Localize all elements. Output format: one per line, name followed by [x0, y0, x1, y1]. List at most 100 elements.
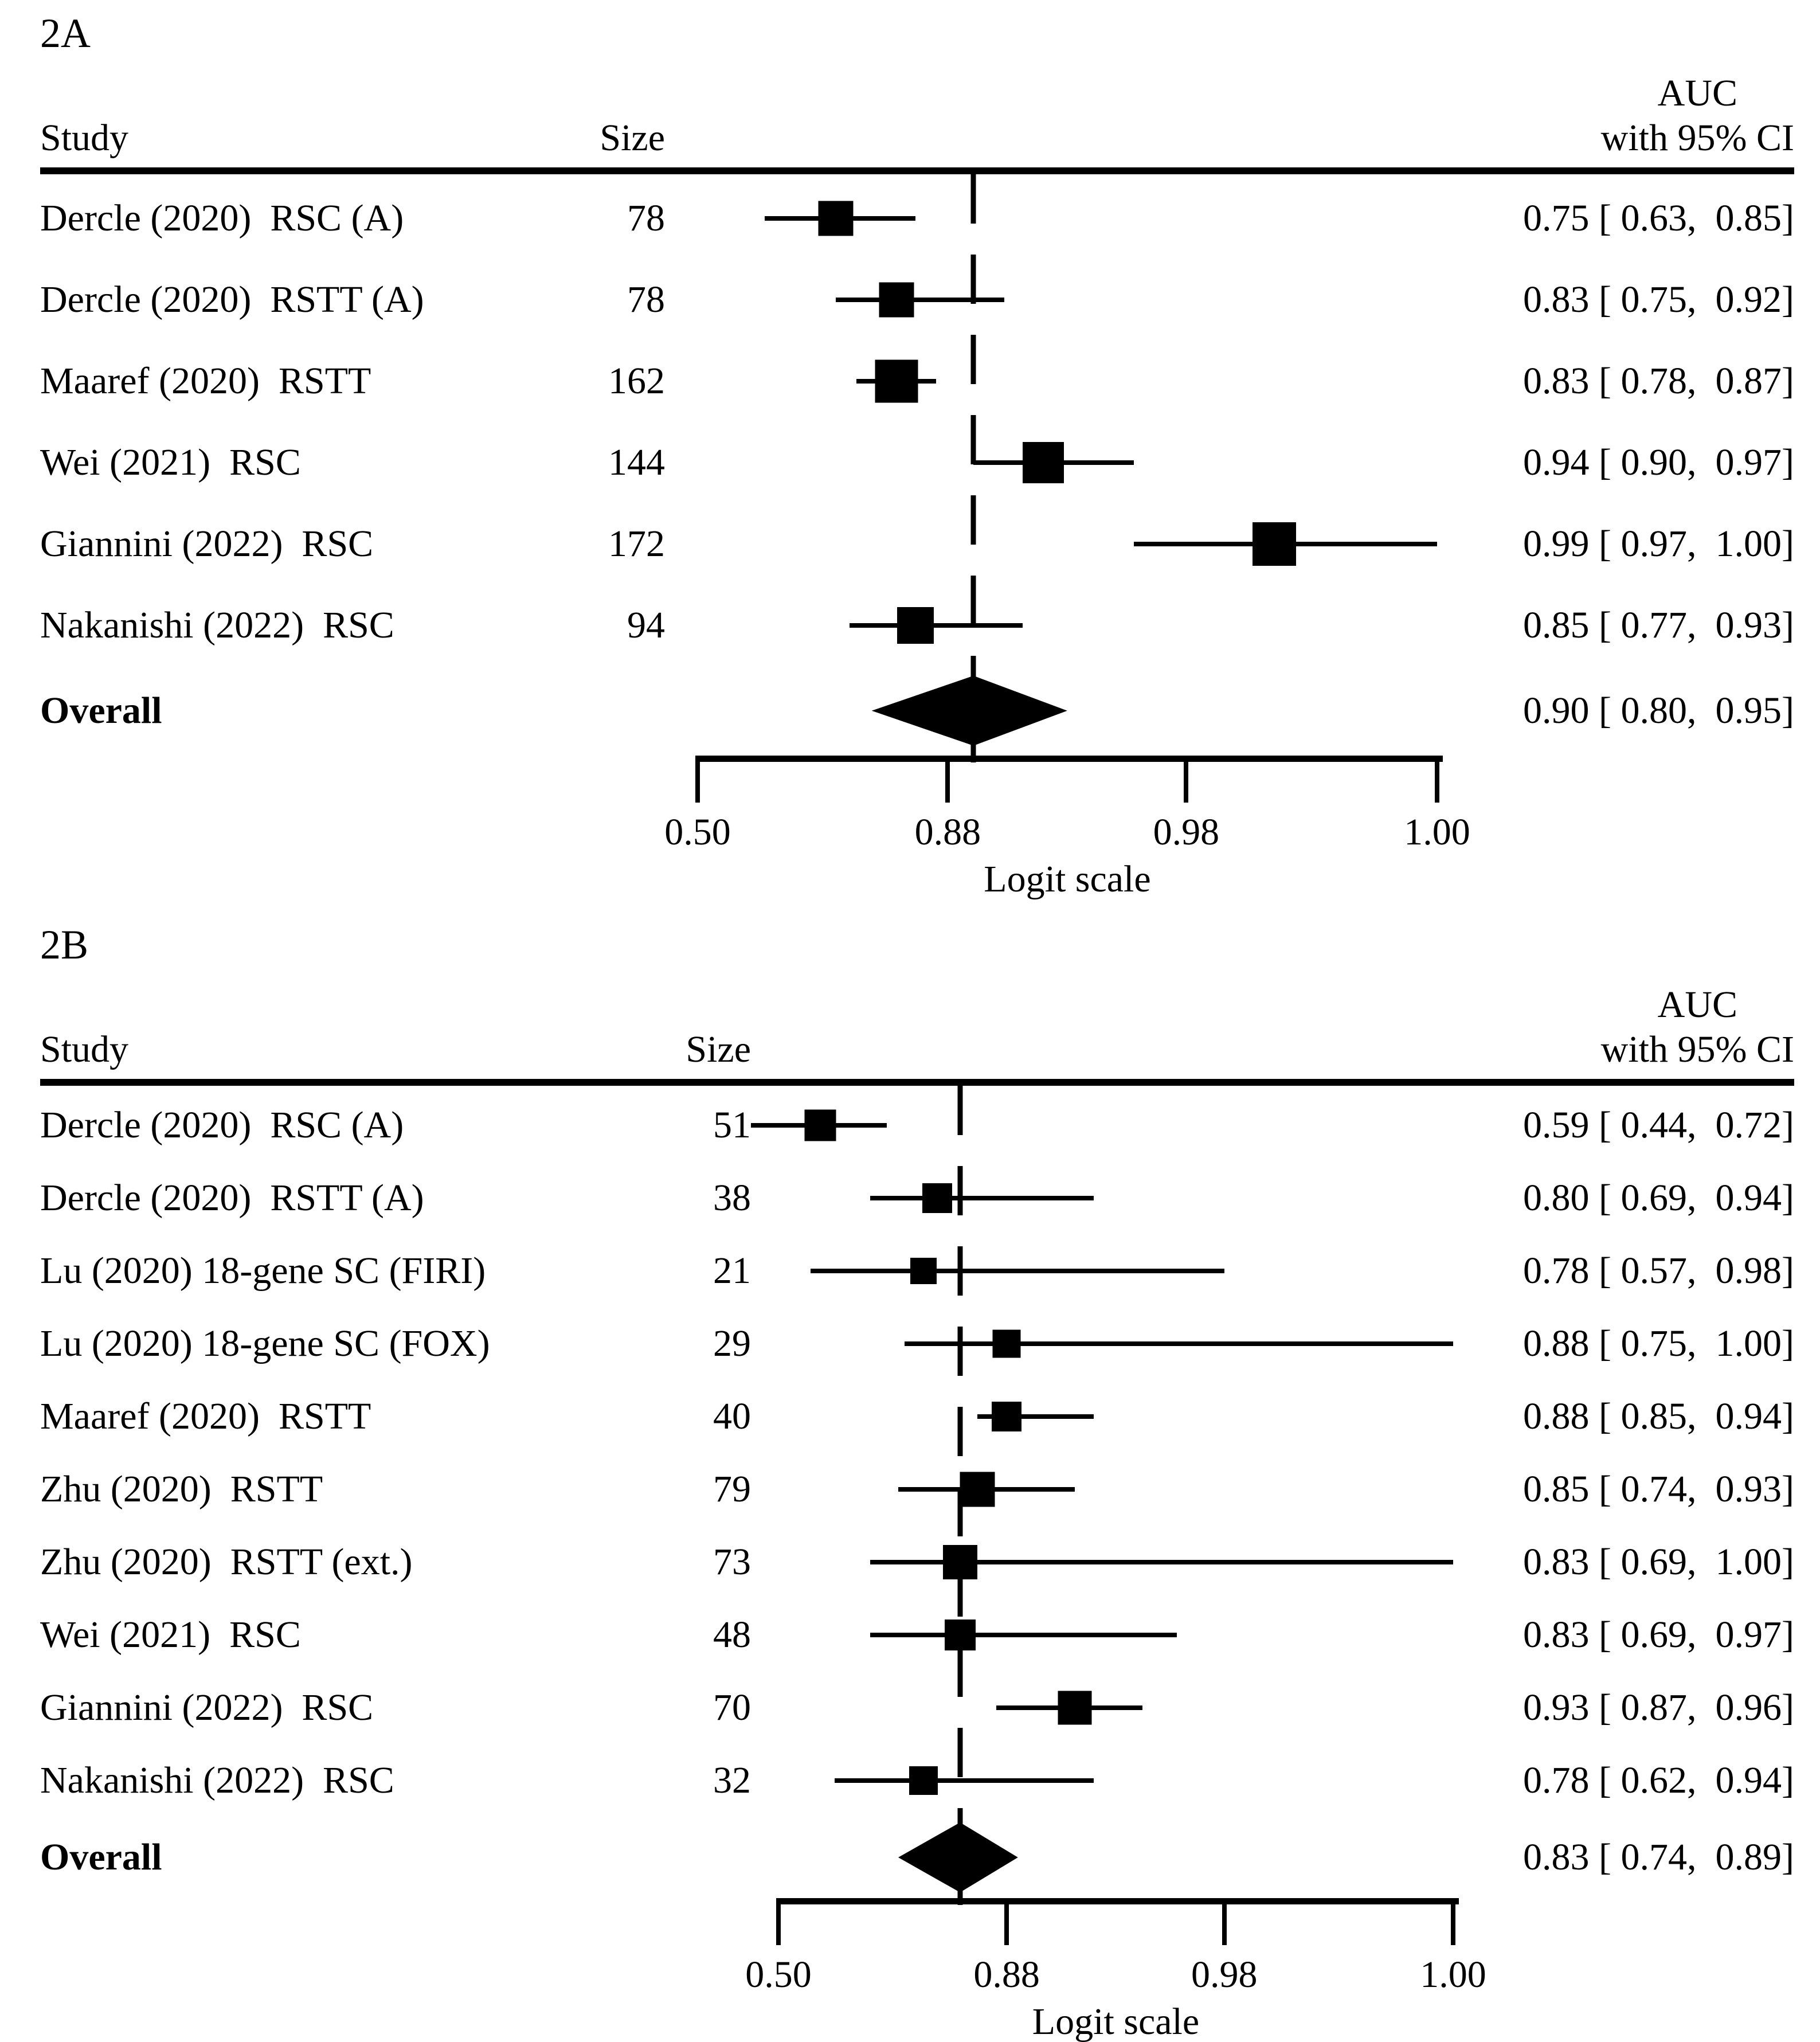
axis-tick-label: 0.88 — [914, 811, 981, 853]
study-label: Wei (2021) RSC — [40, 441, 301, 483]
ci-text: 0.94 [ 0.90, 0.97] — [1523, 441, 1794, 483]
ci-text: 0.99 [ 0.97, 1.00] — [1523, 522, 1794, 565]
ci-text: 0.75 [ 0.63, 0.85] — [1523, 197, 1794, 239]
study-row: Nakanishi (2022) RSC 94 0.85 [ 0.77, 0.93] — [40, 585, 1794, 666]
plot-cell — [750, 1089, 1453, 1162]
study-row: Dercle (2020) RSC (A) 51 0.59 [ 0.44, 0.72… — [40, 1089, 1794, 1162]
point-marker — [879, 282, 914, 318]
study-size: 51 — [713, 1104, 751, 1146]
ci-line — [834, 1778, 1094, 1783]
column-header-effect: AUC with 95% CI — [1437, 71, 1794, 161]
ci-text: 0.83 [ 0.69, 1.00] — [1523, 1541, 1794, 1583]
plot-cell — [778, 1672, 1453, 1744]
study-size: 73 — [713, 1541, 751, 1583]
point-marker — [1022, 441, 1064, 483]
column-header-size: Size — [600, 116, 665, 159]
study-label: Dercle (2020) RSC (A) — [40, 1104, 404, 1146]
point-marker — [804, 1109, 836, 1141]
plot-cell — [778, 1744, 1453, 1817]
plot-body: Dercle (2020) RSC (A) 78 0.75 [ 0.63, 0.85… — [40, 174, 1794, 900]
study-size: 162 — [608, 359, 665, 402]
point-marker — [922, 1183, 953, 1213]
column-header-effect: AUC with 95% CI — [1453, 983, 1794, 1072]
study-row: Maaref (2020) RSTT 162 0.83 [ 0.78, 0.87] — [40, 341, 1794, 422]
axis-tick-label: 0.50 — [664, 811, 731, 853]
ci-text: 0.83 [ 0.74, 0.89] — [1523, 1836, 1794, 1878]
study-label: Zhu (2020) RSTT (ext.) — [40, 1541, 413, 1583]
axis-tick — [776, 1898, 781, 1945]
plot-cell — [778, 1526, 1453, 1599]
study-row: Lu (2020) 18-gene SC (FOX) 29 0.88 [ 0.75,… — [40, 1308, 1794, 1380]
study-size: 40 — [713, 1395, 751, 1437]
ci-text: 0.80 [ 0.69, 0.94] — [1523, 1177, 1794, 1219]
rows: Dercle (2020) RSC (A) 51 0.59 [ 0.44, 0.72… — [40, 1086, 1794, 1898]
column-header-row: Study Size AUC with 95% CI — [40, 71, 1794, 161]
ci-line — [904, 1341, 1453, 1346]
ci-text: 0.88 [ 0.75, 1.00] — [1523, 1323, 1794, 1364]
panel-label: 2B — [40, 921, 89, 968]
point-marker — [992, 1329, 1021, 1358]
plot-cell — [698, 259, 1437, 341]
study-label: Lu (2020) 18-gene SC (FIRI) — [40, 1250, 486, 1292]
point-marker — [1253, 522, 1297, 566]
point-marker — [992, 1402, 1022, 1431]
study-size: 78 — [627, 197, 665, 239]
study-size: 144 — [608, 441, 665, 483]
ci-text: 0.78 [ 0.57, 0.98] — [1523, 1250, 1794, 1292]
point-marker — [897, 607, 934, 644]
ci-text: 0.93 [ 0.87, 0.96] — [1523, 1687, 1794, 1728]
study-row: Dercle (2020) RSTT (A) 78 0.83 [ 0.75, 0.9… — [40, 259, 1794, 341]
ci-line — [870, 1196, 1094, 1200]
point-marker — [818, 201, 854, 236]
study-size: 94 — [627, 604, 665, 646]
study-size: 48 — [713, 1614, 751, 1656]
axis-tick — [1222, 1898, 1227, 1945]
study-size: 29 — [713, 1323, 751, 1364]
study-size: 21 — [713, 1250, 751, 1292]
plot-cell — [778, 1817, 1453, 1898]
study-label: Lu (2020) 18-gene SC (FOX) — [40, 1323, 490, 1364]
ci-line — [811, 1269, 1224, 1273]
summary-diamond — [898, 1822, 1018, 1892]
study-row: Dercle (2020) RSC (A) 78 0.75 [ 0.63, 0.85… — [40, 178, 1794, 259]
effect-header-line2: with 95% CI — [1600, 116, 1794, 159]
plot-cell — [698, 666, 1437, 756]
ci-line — [835, 297, 1004, 302]
rows: Dercle (2020) RSC (A) 78 0.75 [ 0.63, 0.85… — [40, 174, 1794, 756]
study-label: Wei (2021) RSC — [40, 1614, 301, 1656]
ci-text: 0.78 [ 0.62, 0.94] — [1523, 1759, 1794, 1801]
study-row: Lu (2020) 18-gene SC (FIRI) 21 0.78 [ 0.57… — [40, 1235, 1794, 1308]
study-size: 38 — [713, 1177, 751, 1219]
plot-cell — [698, 503, 1437, 585]
study-row: Nakanishi (2022) RSC 32 0.78 [ 0.62, 0.94] — [40, 1744, 1794, 1817]
axis-tick-label: 1.00 — [1404, 811, 1470, 853]
x-axis: Logit scale 0.50 0.88 0.98 1.00 — [664, 755, 1470, 900]
column-header-size: Size — [686, 1028, 751, 1070]
study-label: Dercle (2020) RSTT (A) — [40, 278, 424, 320]
plot-cell — [698, 585, 1437, 666]
ci-text: 0.85 [ 0.77, 0.93] — [1523, 604, 1794, 646]
plot-cell — [778, 1453, 1453, 1526]
plot-cell — [698, 178, 1437, 259]
study-row: Zhu (2020) RSTT (ext.) 73 0.83 [ 0.69, 1.0… — [40, 1526, 1794, 1599]
effect-header-line1: AUC — [1657, 983, 1738, 1026]
study-label: Dercle (2020) RSTT (A) — [40, 1177, 424, 1219]
column-header-study: Study — [40, 1028, 129, 1070]
plot-cell — [778, 1380, 1453, 1453]
overall-label: Overall — [40, 689, 162, 731]
plot-cell — [698, 341, 1437, 422]
axis-tick-label: 0.50 — [745, 1953, 812, 1996]
x-axis-line — [698, 755, 1443, 762]
study-label: Dercle (2020) RSC (A) — [40, 197, 404, 239]
plot-cell — [778, 1599, 1453, 1672]
study-size: 79 — [713, 1468, 751, 1510]
axis-tick-label: 0.88 — [973, 1953, 1040, 1996]
axis-tick-label: 0.98 — [1191, 1953, 1258, 1996]
overall-row: Overall 0.83 [ 0.74, 0.89] — [40, 1817, 1794, 1898]
study-size: 32 — [713, 1759, 751, 1801]
axis-tick — [1451, 1898, 1455, 1945]
study-label: Nakanishi (2022) RSC — [40, 1759, 394, 1801]
axis-tick — [1435, 755, 1439, 803]
point-marker — [910, 1258, 937, 1284]
